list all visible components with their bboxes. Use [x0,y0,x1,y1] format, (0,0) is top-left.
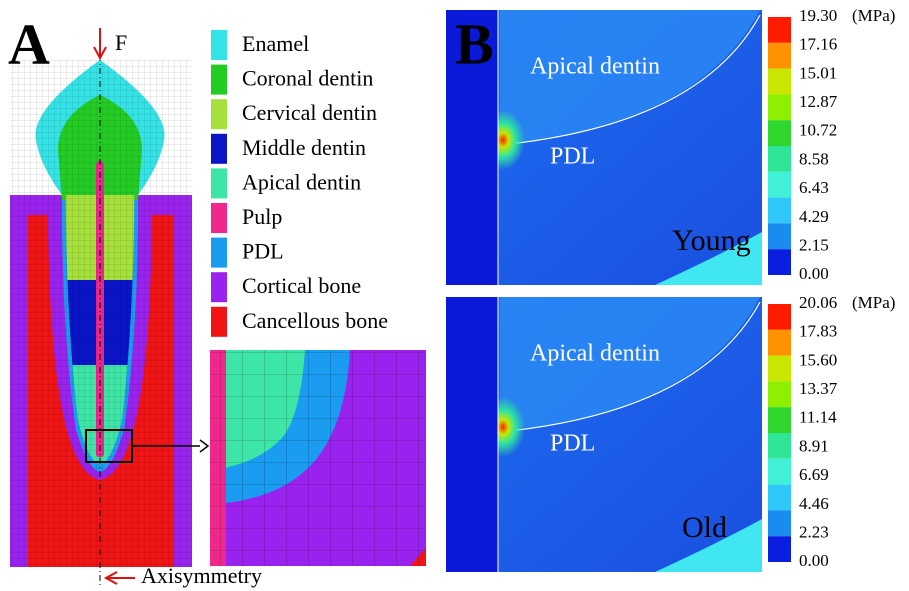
figure: A F Axisymmetry Enamel Coronal dentin Cerv… [0,0,909,591]
colorbar-segment [768,356,791,382]
unit-label: (MPa) [852,6,895,25]
colorbar-label: 12.87 [799,92,838,111]
tooth-model [10,28,208,588]
colorbar-label: 6.43 [799,178,829,197]
colorbar-segment [768,172,791,198]
legend-label: Middle dentin [242,135,366,160]
legend-label: Enamel [242,31,309,56]
legend-label: Cortical bone [242,273,361,298]
colorbar-label: 2.15 [799,236,829,255]
colorbar-segment [768,433,791,459]
inset-mesh [210,350,426,566]
force-label: F [115,30,127,55]
condition-label: Young [672,224,751,257]
colorbar-segment [768,510,791,536]
colorbar-segment [768,120,791,146]
legend-swatch [211,65,227,95]
region-label: Apical dentin [530,341,660,367]
legend-label: Apical dentin [242,169,361,194]
colorbar-segment [768,459,791,485]
colorbar-label: 17.83 [799,322,837,341]
legend-label: Cervical dentin [242,100,377,125]
stress-map: Apical dentin PDL Young 19.30 17.16 15.01 12.8… [446,6,895,285]
colorbar-label: 15.01 [799,63,837,82]
legend-swatch [211,203,227,233]
legend-swatch [211,99,227,129]
colorbar-segment [768,485,791,511]
colorbar-segment [768,223,791,249]
colorbar-label: 10.72 [799,121,837,140]
colorbar-label: 13.37 [799,379,838,398]
stress-maps: Apical dentin PDL Young 19.30 17.16 15.01 12.8… [446,6,895,572]
pulp-strip [446,297,498,572]
colorbar-label: 11.14 [799,408,837,427]
legend-swatch [211,272,227,302]
colorbar-label: 17.16 [799,35,837,54]
colorbar-segment [768,17,791,43]
colorbar-segment [768,69,791,95]
legend: Enamel Coronal dentin Cervical dentin Middl… [211,30,388,337]
colorbar-segment [768,407,791,433]
colorbar-label: 0.00 [799,551,829,570]
legend-label: Coronal dentin [242,66,373,91]
legend-label: Cancellous bone [242,308,388,333]
legend-swatch [211,30,227,60]
legend-label: Pulp [242,204,282,229]
colorbar-segment [768,249,791,275]
colorbar-label: 0.00 [799,264,829,283]
colorbar-segment [768,304,791,330]
legend-label: PDL [242,239,284,264]
panel-label: A [8,11,50,76]
colorbar-label: 6.69 [799,465,829,484]
colorbar-label: 4.46 [799,494,829,513]
region-label: Apical dentin [530,54,660,80]
panel-label: B [455,11,494,76]
stress-map: Apical dentin PDL Old 20.06 17.83 15.60 13.37 1… [446,293,895,572]
region-label: PDL [550,431,595,457]
colorbar-label: 15.60 [799,350,837,369]
region-label: PDL [550,144,595,170]
colorbar-segment [768,330,791,356]
axis-label: Axisymmetry [141,563,262,588]
colorbar-label: 4.29 [799,207,829,226]
colorbar-label: 19.30 [799,6,837,25]
colorbar-segment [768,536,791,562]
colorbar-segment [768,43,791,69]
legend-swatch [211,168,227,198]
colorbar-segment [768,146,791,172]
legend-swatch [211,134,227,164]
condition-label: Old [682,511,727,544]
colorbar-segment [768,94,791,120]
unit-label: (MPa) [852,293,895,312]
colorbar-label: 8.58 [799,149,829,168]
legend-swatch [211,238,227,268]
colorbar-label: 2.23 [799,523,829,542]
colorbar-label: 20.06 [799,293,837,312]
legend-swatch [211,307,227,337]
colorbar-segment [768,198,791,224]
colorbar-segment [768,381,791,407]
colorbar-label: 8.91 [799,436,829,455]
